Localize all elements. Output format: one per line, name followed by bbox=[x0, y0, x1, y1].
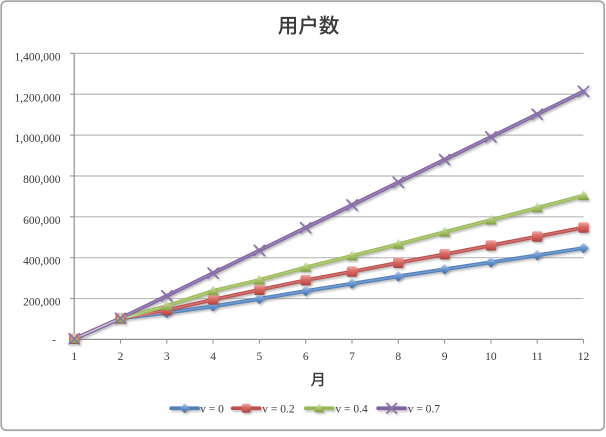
svg-text:800,000: 800,000 bbox=[23, 174, 61, 186]
svg-text:1,200,000: 1,200,000 bbox=[15, 92, 61, 104]
svg-text:5: 5 bbox=[257, 351, 263, 363]
svg-text:200,000: 200,000 bbox=[23, 297, 61, 309]
svg-text:v = 0.4: v = 0.4 bbox=[335, 404, 368, 416]
svg-text:1: 1 bbox=[71, 351, 77, 363]
svg-text:-: - bbox=[52, 335, 56, 347]
svg-text:4: 4 bbox=[210, 351, 216, 363]
svg-text:600,000: 600,000 bbox=[23, 215, 61, 227]
svg-text:8: 8 bbox=[395, 351, 401, 363]
svg-text:v = 0: v = 0 bbox=[200, 404, 224, 416]
svg-text:10: 10 bbox=[485, 351, 497, 363]
svg-text:9: 9 bbox=[442, 351, 448, 363]
svg-text:11: 11 bbox=[532, 351, 543, 363]
svg-text:1,400,000: 1,400,000 bbox=[15, 51, 61, 63]
svg-text:400,000: 400,000 bbox=[23, 256, 61, 268]
svg-text:6: 6 bbox=[303, 351, 309, 363]
svg-text:2: 2 bbox=[118, 351, 124, 363]
svg-text:3: 3 bbox=[164, 351, 170, 363]
svg-text:1,000,000: 1,000,000 bbox=[15, 133, 61, 145]
svg-text:v = 0.2: v = 0.2 bbox=[262, 404, 295, 416]
svg-text:12: 12 bbox=[578, 351, 590, 363]
svg-text:7: 7 bbox=[349, 351, 355, 363]
svg-text:v = 0.7: v = 0.7 bbox=[408, 404, 441, 416]
